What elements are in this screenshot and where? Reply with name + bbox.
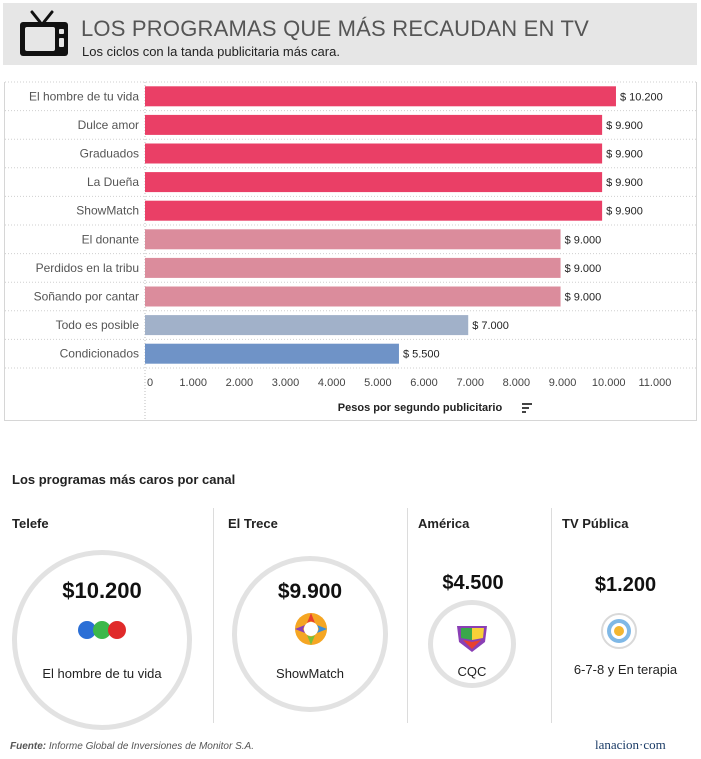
category-label: El hombre de tu vida [29, 89, 139, 103]
x-tick-label: 6.000 [410, 377, 438, 389]
sort-icon [522, 407, 529, 409]
bar [145, 86, 616, 107]
channels-section-title: Los programas más caros por canal [12, 472, 236, 487]
data-label: $ 9.000 [565, 263, 602, 275]
bar [145, 343, 399, 364]
channel-name-america: América [418, 516, 470, 531]
source-note: Fuente: Informe Global de Inversiones de… [10, 741, 254, 752]
category-label: Dulce amor [78, 118, 139, 132]
x-tick-label: 0 [147, 377, 153, 389]
data-label: $ 9.000 [565, 234, 602, 246]
data-label: $ 9.900 [606, 120, 643, 132]
data-label: $ 5.500 [403, 349, 440, 361]
data-label: $ 9.900 [606, 149, 643, 161]
bar [145, 286, 561, 307]
x-tick-label: 3.000 [272, 377, 300, 389]
el-trece-program: ShowMatch [276, 666, 344, 681]
tv-publica-logo [601, 613, 637, 649]
page-title: LOS PROGRAMAS QUE MÁS RECAUDAN EN TV [81, 16, 590, 41]
category-label: El donante [82, 232, 140, 246]
el-trece-logo [295, 613, 327, 645]
category-label: Soñando por cantar [34, 290, 139, 304]
bar [145, 114, 603, 135]
x-tick-label: 4.000 [318, 377, 346, 389]
chart-header: LOS PROGRAMAS QUE MÁS RECAUDAN EN TV Los… [3, 3, 697, 65]
bar [145, 200, 603, 221]
america-amount: $4.500 [442, 572, 504, 594]
category-label: La Dueña [87, 175, 139, 189]
bar [145, 143, 603, 164]
x-tick-label: 10.000 [592, 377, 626, 389]
bar [145, 257, 561, 278]
bar [145, 229, 561, 250]
x-tick-label: 1.000 [179, 377, 207, 389]
x-tick-label: 5.000 [364, 377, 392, 389]
channel-name-tv-publica: TV Pública [562, 516, 629, 531]
channel-name-telefe: Telefe [12, 516, 49, 531]
category-label: Perdidos en la tribu [36, 261, 139, 275]
telefe-program: El hombre de tu vida [42, 666, 162, 681]
sort-icon [522, 411, 526, 413]
data-label: $ 7.000 [472, 320, 509, 332]
channel-divider [213, 508, 214, 723]
x-axis-title: Pesos por segundo publicitario [338, 402, 503, 414]
telefe-circle [12, 550, 192, 730]
data-label: $ 9.000 [565, 292, 602, 304]
channel-name-el-trece: El Trece [228, 516, 278, 531]
telefe-logo [78, 621, 126, 639]
bar-chart-frame [4, 82, 697, 421]
data-label: $ 10.200 [620, 91, 663, 103]
x-tick-label: 9.000 [549, 377, 577, 389]
america-program: CQC [457, 664, 487, 679]
x-tick-label: 11.000 [638, 377, 671, 389]
tv-publica-program: 6-7-8 y En terapia [573, 662, 678, 677]
america-logo [457, 626, 487, 652]
channel-divider [407, 508, 408, 723]
telefe-amount: $10.200 [62, 578, 142, 603]
category-label: Todo es posible [56, 318, 140, 332]
bar-chart: El hombre de tu vida $ 10.200 Dulce amor $ … [5, 81, 696, 421]
category-label: Condicionados [60, 347, 139, 361]
source-label: Fuente: [10, 741, 47, 752]
tv-publica-amount: $1.200 [594, 574, 657, 596]
x-tick-label: 2.000 [226, 377, 254, 389]
page-subtitle: Los ciclos con la tanda publicitaria más… [82, 44, 340, 59]
tv-icon [20, 10, 68, 56]
source-text: Informe Global de Inversiones de Monitor… [46, 741, 254, 752]
brand-logo: lanacion·com [595, 737, 666, 752]
bar [145, 315, 469, 336]
category-label: Graduados [80, 147, 139, 161]
bar [145, 172, 603, 193]
data-label: $ 9.900 [606, 177, 643, 189]
x-tick-label: 8.000 [503, 377, 531, 389]
el-trece-amount: $9.900 [277, 580, 343, 603]
category-label: ShowMatch [76, 204, 139, 218]
sort-icon [522, 403, 532, 405]
x-tick-label: 7.000 [456, 377, 484, 389]
data-label: $ 9.900 [606, 206, 643, 218]
channel-divider [551, 508, 552, 723]
